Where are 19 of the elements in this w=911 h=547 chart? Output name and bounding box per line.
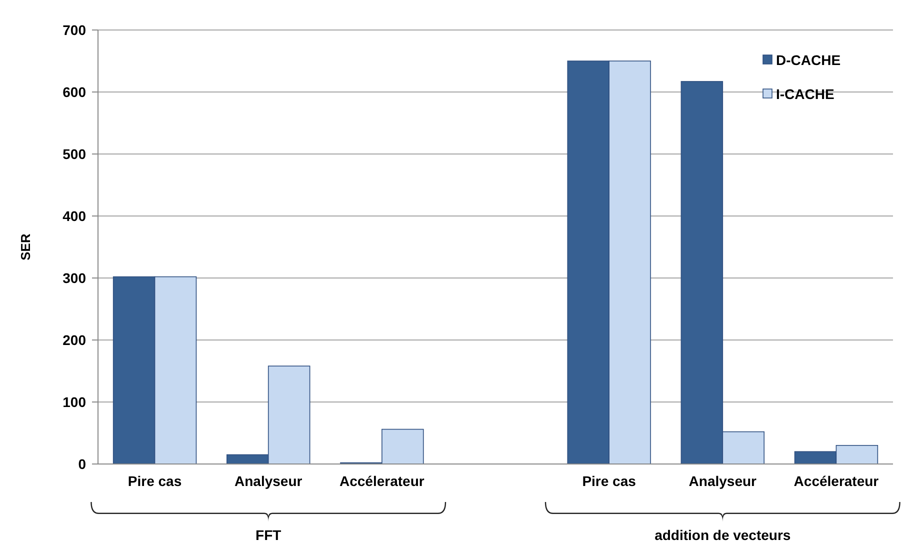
y-tick-label: 100 (62, 394, 86, 410)
y-tick-label: 700 (62, 22, 86, 38)
y-tick-label: 200 (62, 332, 86, 348)
x-tick-label: Analyseur (234, 473, 303, 489)
y-tick-label: 400 (62, 208, 86, 224)
text: addition de vecteurs (654, 527, 791, 543)
legend-label: D-CACHE (776, 52, 841, 68)
y-tick-label: 600 (62, 84, 86, 100)
y-tick-label: 500 (62, 146, 86, 162)
y-tick-label: 0 (78, 456, 86, 472)
x-tick-label: Analyseur (688, 473, 758, 489)
y-axis-title: SER (18, 233, 33, 260)
y-tick-label: 300 (62, 270, 86, 286)
x-tick-label: Accélerateur (794, 473, 880, 489)
text: FFT (256, 527, 282, 543)
x-tick-label: Pire cas (128, 473, 182, 489)
x-tick-label: Accélerateur (340, 473, 425, 489)
x-tick-label: Pire cas (582, 473, 636, 489)
legend-label: I-CACHE (776, 86, 834, 102)
